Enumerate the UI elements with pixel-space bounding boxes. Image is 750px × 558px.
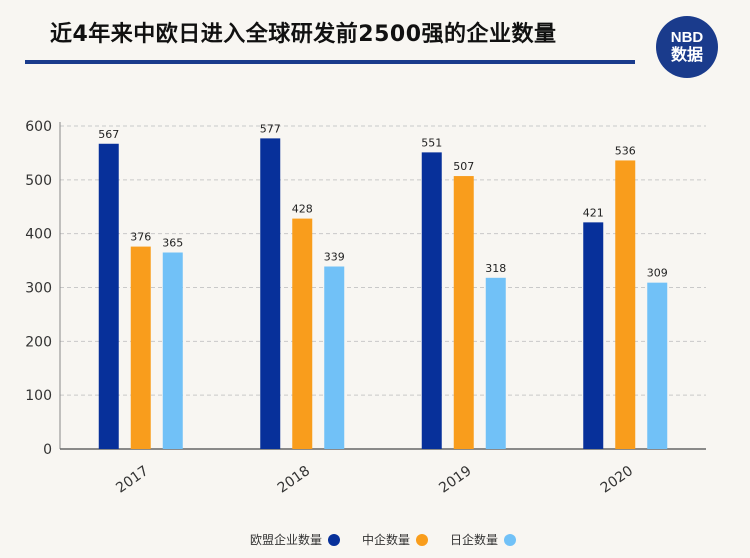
bar bbox=[583, 222, 604, 449]
bar bbox=[162, 252, 183, 449]
x-tick-label: 2017 bbox=[113, 463, 151, 497]
legend-item-china: 中企数量 bbox=[362, 531, 429, 548]
data-label: 339 bbox=[324, 251, 345, 264]
bar bbox=[615, 160, 636, 449]
legend-swatch-japan bbox=[504, 533, 517, 546]
y-tick-label: 400 bbox=[25, 227, 52, 243]
x-tick-label: 2018 bbox=[275, 463, 313, 497]
x-tick-label: 2019 bbox=[436, 463, 474, 497]
logo-text-bottom: 数据 bbox=[670, 45, 703, 64]
legend-item-eu: 欧盟企业数量 bbox=[250, 531, 341, 548]
legend-swatch-eu bbox=[328, 533, 341, 546]
data-label: 309 bbox=[647, 267, 668, 280]
y-tick-label: 600 bbox=[25, 119, 52, 135]
bar bbox=[98, 143, 119, 449]
data-label: 421 bbox=[583, 206, 604, 219]
legend-label-china: 中企数量 bbox=[362, 533, 411, 547]
data-label: 507 bbox=[453, 160, 474, 173]
y-tick-label: 200 bbox=[25, 334, 52, 350]
y-tick-label: 0 bbox=[43, 442, 52, 458]
legend: 欧盟企业数量 中企数量 日企数量 bbox=[250, 531, 538, 548]
legend-item-japan: 日企数量 bbox=[450, 531, 517, 548]
bar bbox=[324, 266, 345, 449]
data-label: 536 bbox=[615, 144, 636, 157]
data-label: 376 bbox=[130, 231, 151, 244]
data-label: 551 bbox=[421, 136, 442, 149]
bar bbox=[130, 246, 151, 449]
legend-label-japan: 日企数量 bbox=[450, 533, 499, 547]
chart-title: 近4年来中欧日进入全球研发前2500强的企业数量 bbox=[50, 22, 557, 47]
bar bbox=[260, 138, 281, 450]
title-underline bbox=[25, 60, 635, 64]
data-label: 365 bbox=[162, 237, 183, 250]
y-tick-label: 500 bbox=[25, 173, 52, 189]
bar bbox=[485, 277, 506, 449]
data-label: 428 bbox=[292, 203, 313, 216]
legend-label-eu: 欧盟企业数量 bbox=[250, 533, 323, 547]
y-tick-label: 300 bbox=[25, 281, 52, 297]
x-tick-label: 2020 bbox=[598, 463, 636, 497]
logo-text-top: NBD bbox=[670, 29, 704, 46]
bar bbox=[421, 152, 442, 449]
data-label: 567 bbox=[98, 128, 119, 141]
bar bbox=[647, 282, 668, 449]
bar bbox=[292, 218, 313, 449]
legend-swatch-china bbox=[416, 533, 429, 546]
bar bbox=[453, 176, 474, 449]
data-label: 577 bbox=[260, 122, 281, 135]
data-label: 318 bbox=[485, 262, 506, 275]
nbd-logo: NBD 数据 bbox=[656, 16, 718, 78]
y-tick-label: 100 bbox=[25, 388, 52, 404]
